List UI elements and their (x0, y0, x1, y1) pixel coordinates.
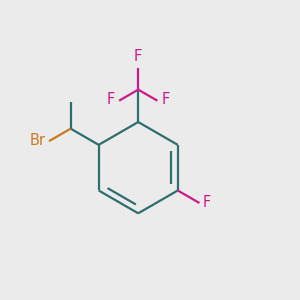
Text: Br: Br (30, 133, 46, 148)
Text: F: F (203, 195, 211, 210)
Text: F: F (134, 49, 142, 64)
Text: F: F (161, 92, 170, 107)
Text: F: F (107, 92, 115, 107)
